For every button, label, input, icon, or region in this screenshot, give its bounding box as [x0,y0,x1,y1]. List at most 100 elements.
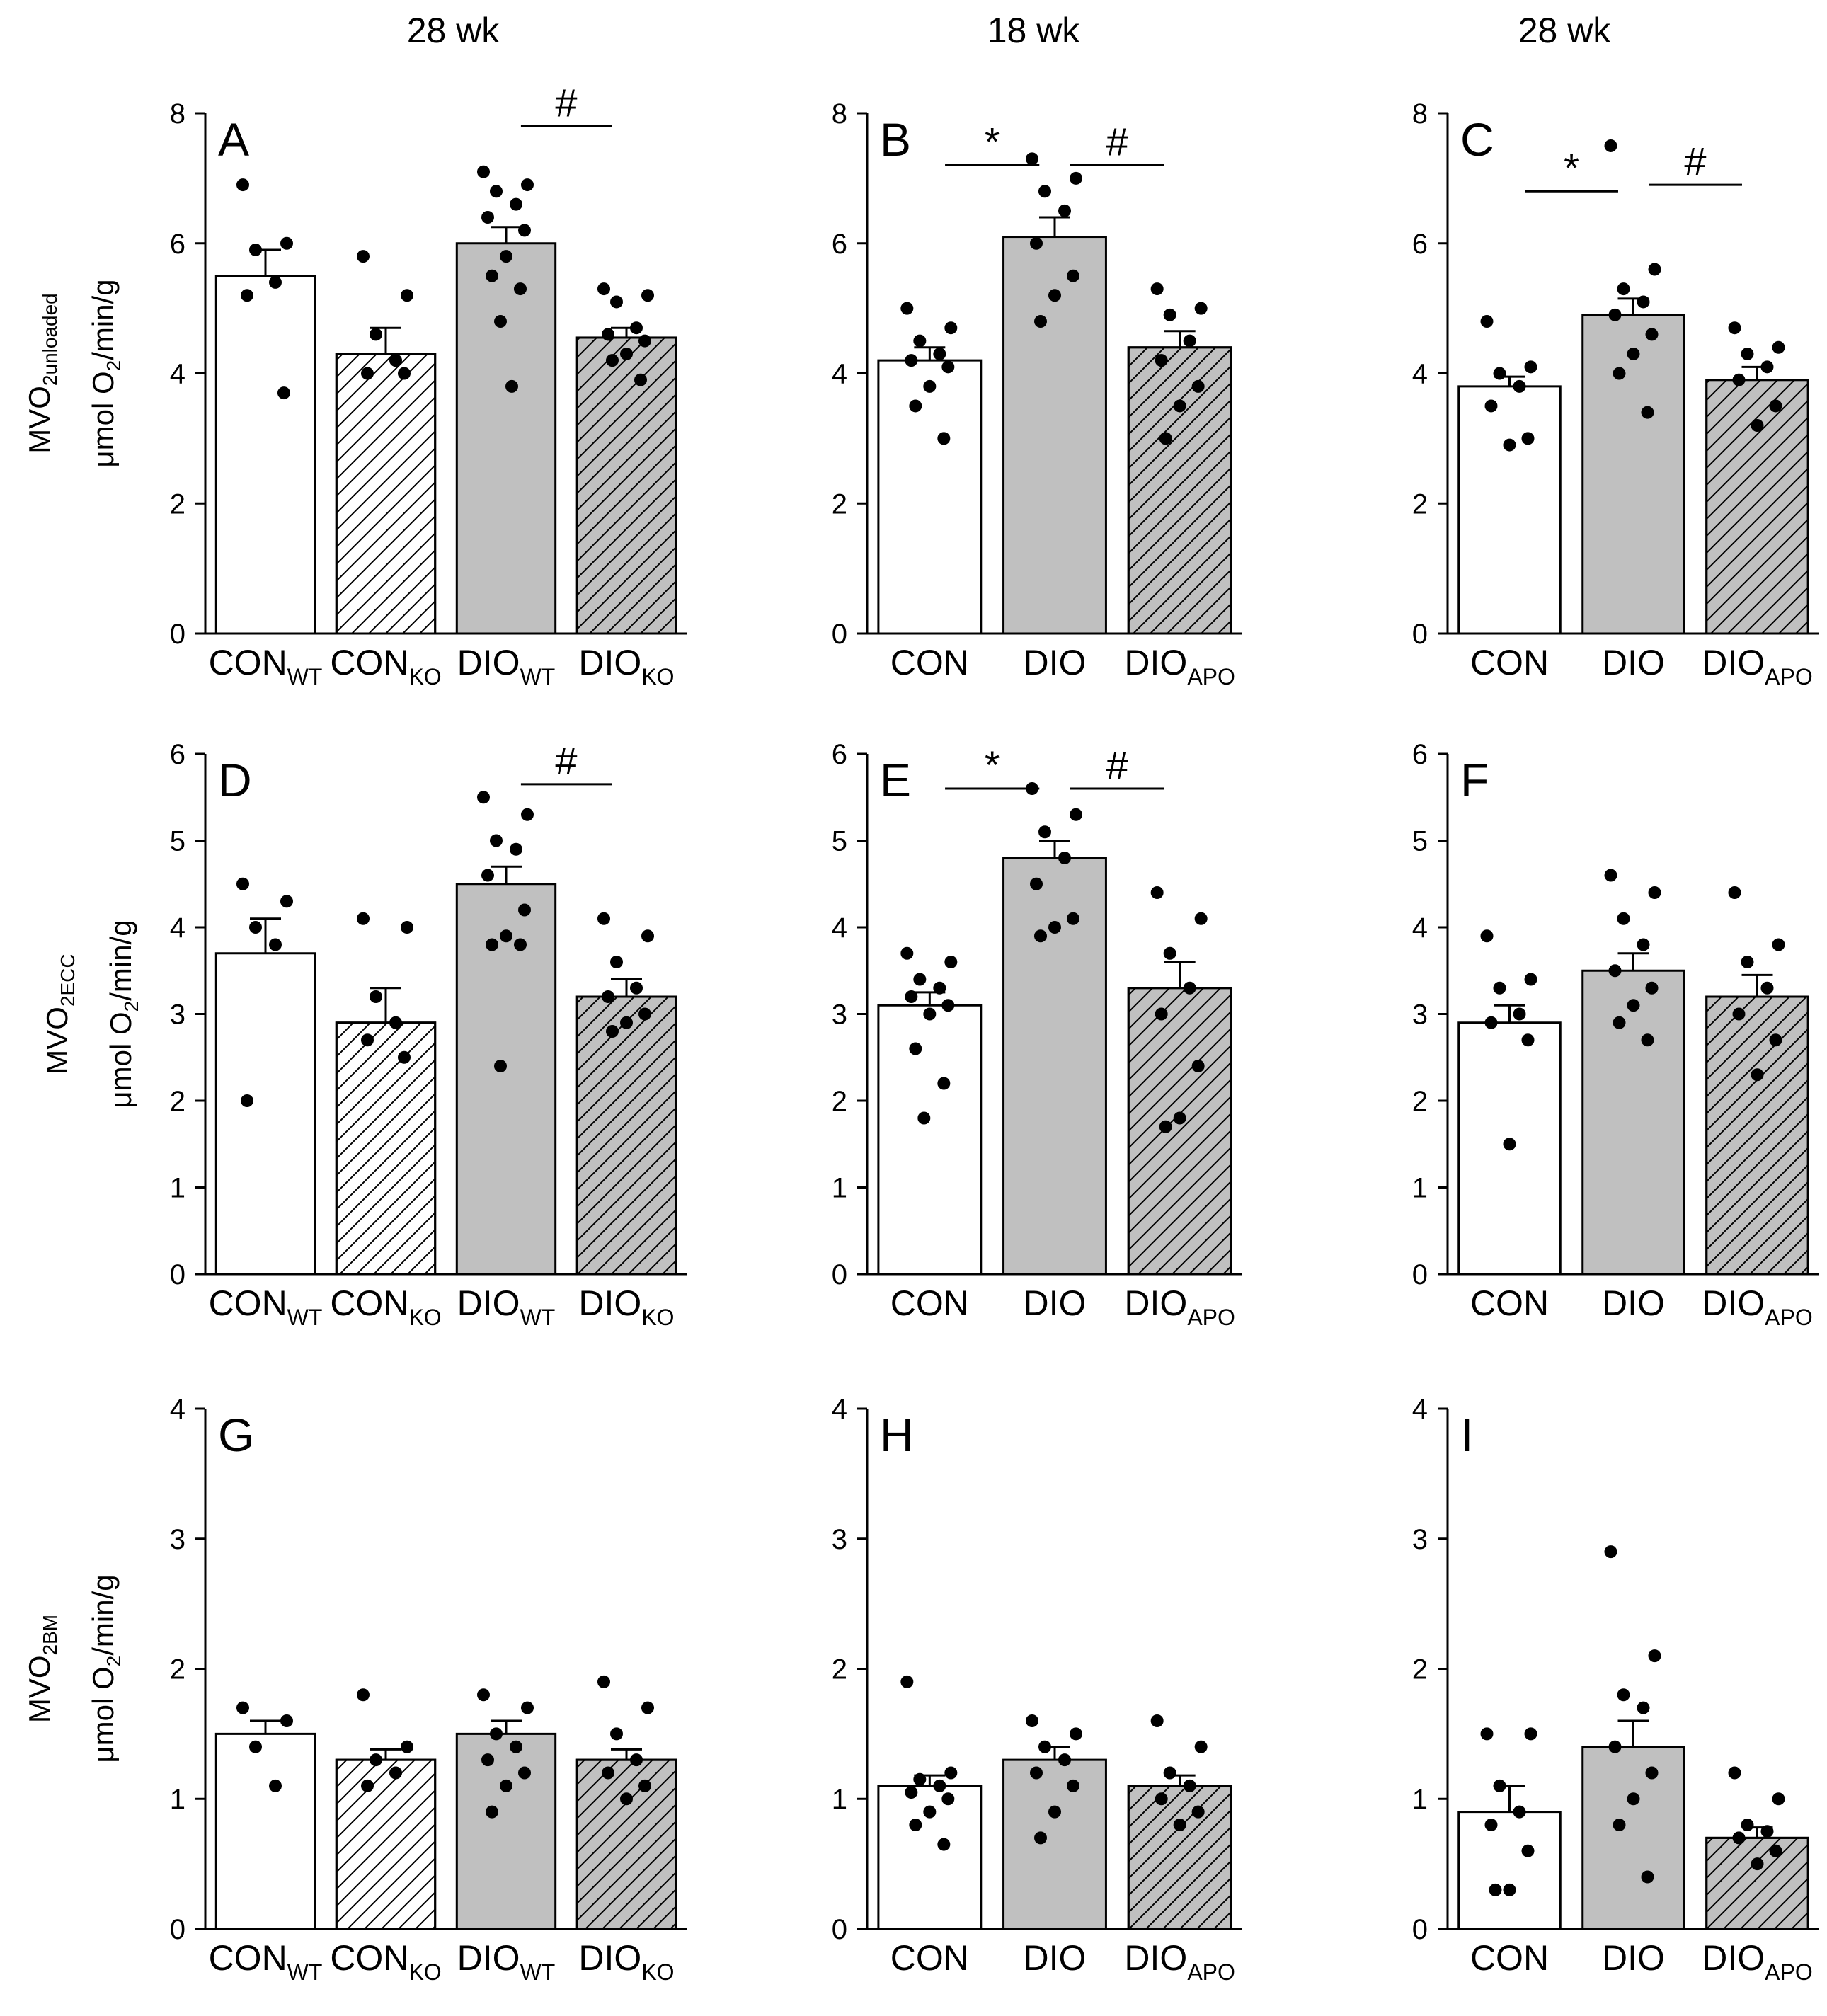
data-point-c [1493,367,1506,380]
bar-i-1 [1457,1811,1562,1930]
data-point-c [1513,379,1526,393]
data-point-i [1513,1805,1526,1819]
data-point-f [1617,912,1630,925]
data-point-b [1150,282,1164,296]
data-point-a [641,289,654,302]
y-tick-label: 4 [170,912,185,944]
x-tick-label: CONKO [330,1938,441,1985]
data-point-d [620,1016,633,1029]
bar-f-1 [1457,1021,1562,1276]
data-point-c [1503,438,1516,452]
error-bar-a-2 [370,326,401,354]
data-point-c [1741,347,1754,360]
x-tick-label: DIOWT [457,643,556,689]
data-point-h [1155,1792,1168,1806]
significance-label: # [555,738,577,783]
data-point-c [1617,282,1630,296]
error-bar-e-2 [1039,840,1070,858]
data-point-d [361,1033,374,1047]
y-tick-label: 0 [1412,1914,1428,1945]
data-point-c [1772,340,1785,354]
x-tick-label: CON [890,1283,969,1323]
data-point-c [1521,432,1535,445]
data-point-d [597,912,610,925]
error-bar-d-3 [491,865,522,884]
bar-g-1 [214,1732,316,1930]
data-point-f [1493,981,1506,995]
error-bar-a-3 [491,226,522,244]
y-tick-label: 1 [1412,1173,1428,1204]
data-point-h [905,1786,918,1799]
panel-h: CON DIO DIOAPO 0 1 2 3 4 H [832,1394,1242,1985]
y-tick-label: 6 [832,739,847,770]
panel-b: CON DIO DIOAPO 0 2 4 6 8 B * # [832,98,1242,689]
y-axis-title-row-2: MVO2ECC [40,953,79,1074]
panel-f: CON DIO DIOAPO 0 1 2 3 4 5 6 F [1412,739,1819,1330]
data-point-g [518,1766,531,1780]
data-point-b [1026,152,1038,166]
data-point-h [1048,1805,1061,1819]
y-tick-label: 2 [170,1086,185,1117]
data-point-b [1183,334,1196,348]
data-point-c [1484,399,1498,413]
data-point-d [514,938,527,951]
data-point-h [933,1779,946,1792]
data-point-d [389,1016,402,1029]
data-point-h [1067,1779,1079,1792]
data-point-a [490,185,503,198]
x-tick-label: DIOKO [578,1283,674,1330]
data-point-a [401,289,413,302]
bar-hatch-a-4 [575,336,677,635]
x-tick-label: DIO [1024,1938,1087,1978]
y-tick-label: 2 [832,1654,847,1685]
x-tick-label: DIO [1024,1283,1087,1323]
y-tick-label: 0 [170,1259,185,1290]
data-point-e [1163,946,1176,960]
y-tick-label: 3 [1412,1524,1428,1555]
data-point-e [900,946,914,960]
data-point-h [923,1805,937,1819]
data-point-a [357,250,370,263]
y-tick-label: 0 [1412,619,1428,650]
data-point-a [241,289,253,302]
data-point-f [1480,929,1494,943]
y-axis-unit-text: μmol O2/min/g [86,279,125,467]
x-tick-label: DIOAPO [1702,643,1812,689]
y-tick-label: 3 [170,1000,185,1031]
y-axis-unit-row-2: μmol O2/min/g [104,920,142,1108]
data-point-f [1648,886,1661,899]
bar-hatch-a-2 [335,353,437,635]
data-point-e [1030,877,1043,890]
data-point-g [370,1753,382,1767]
y-tick-label: 6 [832,229,847,260]
data-point-a [505,379,518,393]
data-point-e [1155,1007,1168,1021]
data-point-g [638,1779,651,1792]
bar-hatch-g-4 [575,1758,677,1930]
data-point-h [1191,1805,1205,1819]
error-bar-g-2 [370,1748,401,1760]
data-point-d [510,842,522,856]
data-point-a [510,197,522,211]
panel-letter-i: I [1460,1409,1473,1461]
data-point-a [361,367,374,380]
y-tick-label: 0 [170,619,185,650]
x-tick-label: CON [1470,1283,1549,1323]
significance-label: * [985,120,1000,164]
data-point-g [481,1753,494,1767]
data-point-h [941,1792,955,1806]
data-point-h [1058,1753,1071,1767]
x-tick-label: DIO [1024,643,1087,682]
x-tick-label: DIOKO [578,643,674,689]
data-point-d [630,981,643,995]
data-point-d [401,921,413,934]
x-tick-label: DIOKO [578,1938,674,1985]
data-point-c [1648,263,1661,276]
data-point-d [638,1007,651,1021]
data-point-i [1728,1766,1741,1780]
bar-i-2 [1581,1746,1685,1930]
y-axis-unit-text: μmol O2/min/g [104,920,142,1108]
y-tick-label: 1 [170,1173,185,1204]
y-axis-title-text: MVO2unloaded [23,293,61,453]
